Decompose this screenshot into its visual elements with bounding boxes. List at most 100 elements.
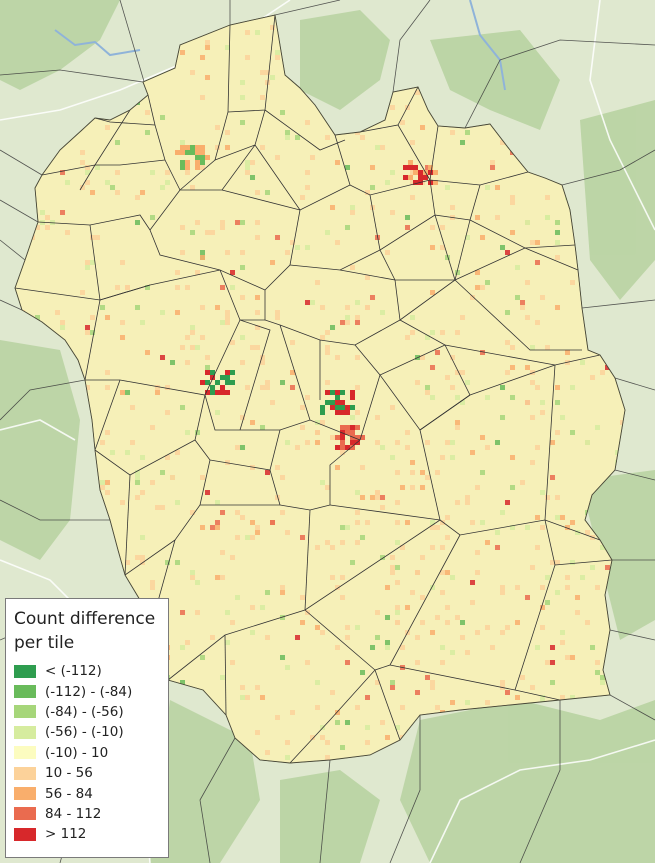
tile [220, 575, 225, 580]
tile [275, 55, 280, 60]
tile [535, 645, 540, 650]
tile [145, 110, 150, 115]
tile [190, 570, 195, 575]
tile [215, 390, 220, 395]
tile [400, 545, 405, 550]
tile [330, 205, 335, 210]
tile [350, 440, 355, 445]
tile [210, 390, 215, 395]
tile [155, 390, 160, 395]
tile [80, 160, 85, 165]
tile [455, 370, 460, 375]
tile [340, 405, 345, 410]
tile [165, 180, 170, 185]
tile [425, 675, 430, 680]
tile [410, 485, 415, 490]
tile [150, 425, 155, 430]
legend-item: < (-112) [14, 661, 160, 681]
tile [325, 380, 330, 385]
tile [395, 540, 400, 545]
tile [135, 495, 140, 500]
tile [410, 590, 415, 595]
tile [555, 305, 560, 310]
tile [255, 530, 260, 535]
tile [320, 420, 325, 425]
tile [165, 385, 170, 390]
tile [330, 435, 335, 440]
tile [115, 285, 120, 290]
tile [175, 150, 180, 155]
tile [320, 735, 325, 740]
tile [290, 370, 295, 375]
tile [240, 335, 245, 340]
tile [450, 455, 455, 460]
tile [380, 495, 385, 500]
legend-label: < (-112) [45, 663, 102, 680]
tile [320, 410, 325, 415]
tile [485, 185, 490, 190]
tile [105, 125, 110, 130]
tile [90, 330, 95, 335]
tile [505, 370, 510, 375]
tile [440, 645, 445, 650]
tile [255, 345, 260, 350]
tile [305, 120, 310, 125]
tile [240, 265, 245, 270]
tile [245, 535, 250, 540]
tile [350, 445, 355, 450]
tile [380, 445, 385, 450]
tile [400, 645, 405, 650]
tile [340, 430, 345, 435]
tile [220, 225, 225, 230]
tile [100, 485, 105, 490]
tile [350, 395, 355, 400]
tile [155, 505, 160, 510]
tile [505, 625, 510, 630]
tile [405, 520, 410, 525]
tile [555, 495, 560, 500]
tile [200, 150, 205, 155]
legend-label: (-112) - (-84) [45, 683, 133, 700]
tile [510, 525, 515, 530]
tile [430, 395, 435, 400]
tile [265, 470, 270, 475]
tile [260, 605, 265, 610]
tile [415, 90, 420, 95]
tile [335, 710, 340, 715]
tile [465, 235, 470, 240]
tile [255, 30, 260, 35]
tile [475, 270, 480, 275]
tile [455, 330, 460, 335]
tile [335, 585, 340, 590]
tile [210, 375, 215, 380]
tile [130, 405, 135, 410]
tile [375, 680, 380, 685]
tile [355, 705, 360, 710]
tile [585, 530, 590, 535]
tile [475, 570, 480, 575]
tile [335, 435, 340, 440]
tile [525, 525, 530, 530]
tile [205, 75, 210, 80]
tile [150, 585, 155, 590]
tile [420, 485, 425, 490]
tile [195, 160, 200, 165]
tile [225, 45, 230, 50]
tile [240, 295, 245, 300]
tile [415, 635, 420, 640]
tile [125, 390, 130, 395]
tile [325, 540, 330, 545]
tile [400, 120, 405, 125]
tile [355, 320, 360, 325]
tile [265, 635, 270, 640]
tile [433, 180, 438, 185]
tile [470, 580, 475, 585]
tile [565, 525, 570, 530]
tile [255, 190, 260, 195]
tile [425, 390, 430, 395]
tile [260, 145, 265, 150]
tile [120, 260, 125, 265]
tile [480, 470, 485, 475]
tile [290, 385, 295, 390]
tile [500, 680, 505, 685]
